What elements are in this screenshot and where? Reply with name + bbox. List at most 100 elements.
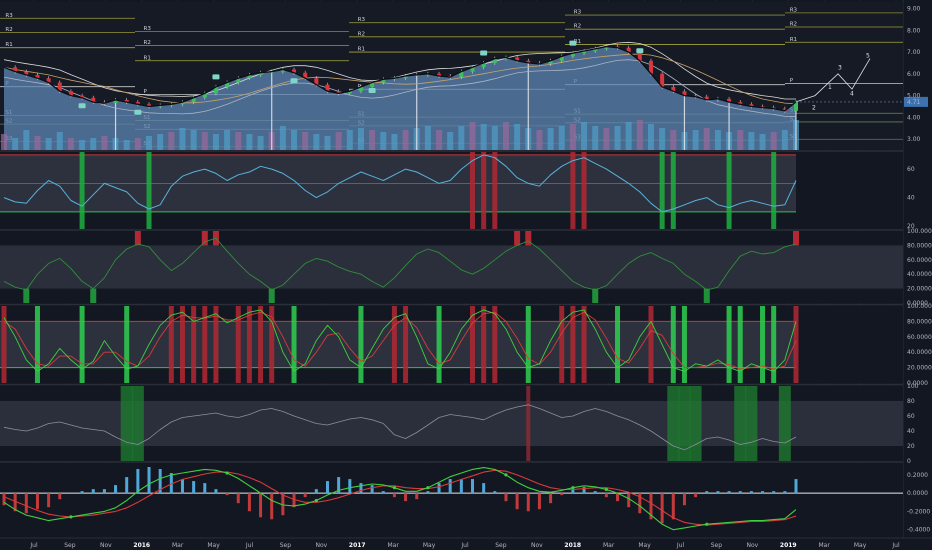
smoothed-rsi-oversold-zone: [734, 386, 747, 461]
signal-bar: [168, 306, 174, 383]
volume-bar: [759, 134, 766, 150]
macd-histogram-bar: [571, 489, 575, 494]
volume-bar: [313, 134, 320, 150]
macd-cross-marker: [426, 486, 430, 490]
candle-body: [492, 58, 497, 63]
candle-body: [637, 52, 642, 61]
pivot-level-label: R2: [358, 31, 365, 37]
macd-pane[interactable]: [0, 463, 903, 537]
candle-body: [548, 60, 553, 65]
signal-bar: [1, 306, 7, 383]
volume-bar: [592, 126, 599, 150]
volume-bar: [547, 128, 554, 150]
price-scale[interactable]: 4.719.008.007.006.005.004.003.0060402010…: [904, 6, 932, 534]
stochastic-tick-label: 100.0000: [907, 303, 932, 310]
candle-body: [403, 76, 408, 79]
smoothed-rsi-oversold-zone: [120, 386, 133, 461]
current-price-label: 4.71: [907, 99, 921, 106]
time-scale[interactable]: Jul Sep Nov 2016 Mar May Jul Sep Nov 2017 Mar May Ju…: [29, 542, 900, 549]
signal-bar: [436, 306, 442, 383]
pivot-level-label: R2: [5, 27, 12, 33]
pivot-level-label: R2: [790, 22, 797, 28]
smoothed-rsi-tick-label: 0: [907, 458, 911, 465]
rsi-pane[interactable]: [0, 152, 903, 229]
signal-bar: [291, 306, 297, 383]
macd-histogram-bar: [593, 491, 597, 494]
mfi-tick-label: 80.0000: [907, 242, 932, 249]
macd-histogram-bar: [192, 481, 196, 494]
macd-histogram-bar: [2, 493, 6, 506]
volume-bar: [670, 130, 677, 150]
volume-bar: [491, 126, 498, 150]
signal-bar: [726, 152, 732, 229]
pattern-marker: [78, 103, 86, 109]
upper-band-line: [3, 41, 796, 100]
macd-histogram-bar: [292, 493, 296, 508]
rsi-line: [3, 154, 797, 213]
smoothed-rsi-tick-label: 20: [907, 443, 915, 450]
time-axis-label: Nov: [315, 542, 327, 549]
time-axis-label: May: [638, 542, 651, 549]
volume-bar: [235, 132, 242, 150]
signal-bar: [269, 306, 275, 383]
macd-histogram-bar: [370, 485, 374, 494]
money-flow-index-pane[interactable]: [0, 231, 903, 303]
macd-histogram-bar: [582, 487, 586, 494]
volume-bar: [614, 126, 621, 150]
time-axis-label: Jul: [676, 542, 685, 549]
macd-histogram-bar: [426, 491, 430, 494]
stochastic-k-line: [3, 309, 797, 372]
candle-body: [682, 91, 687, 96]
mfi-oversold-block: [268, 288, 275, 303]
mfi-pane-background: [0, 231, 903, 303]
signal-bar: [570, 152, 576, 229]
candle-body: [91, 97, 96, 103]
macd-histogram-bar: [604, 493, 608, 498]
volume-bar: [12, 138, 19, 150]
macd-histogram-bar: [482, 483, 486, 494]
signal-bar: [34, 306, 40, 383]
signal-bar: [670, 152, 676, 229]
candle-body: [782, 108, 787, 111]
volume-bar: [45, 138, 52, 150]
volume-bar: [246, 134, 253, 150]
smoothed-rsi-tick-label: 60: [907, 413, 915, 420]
candle-body: [191, 97, 196, 103]
stochastic-pane[interactable]: [0, 306, 903, 383]
volume-bar: [536, 130, 543, 150]
signal-bar: [670, 306, 676, 383]
candle-body: [749, 104, 754, 107]
price-tick-label: 9.00: [907, 6, 921, 13]
macd-histogram-bar: [169, 473, 173, 494]
signal-bar: [79, 152, 85, 229]
volume-bar: [90, 138, 97, 150]
macd-histogram-bar: [459, 479, 463, 494]
pivot-level-label: R3: [144, 26, 152, 32]
smoothed-rsi-line: [3, 404, 797, 451]
volume-bar: [357, 128, 364, 150]
mfi-tick-label: 0.0000: [907, 300, 928, 307]
candle-body: [213, 86, 218, 94]
time-axis-label: May: [207, 542, 220, 549]
macd-histogram-bar: [114, 485, 118, 494]
price-pane[interactable]: R3R2R1PS1S2S3R3R2R1PS1S2S3R3R2R1PS1S2S3R…: [0, 2, 903, 150]
candle-body: [738, 102, 743, 105]
macd-histogram-bar: [671, 493, 675, 520]
pivot-level-label: R2: [574, 24, 581, 30]
volume-bar: [569, 124, 576, 150]
candle-body: [794, 101, 798, 111]
volume-bar: [369, 130, 376, 150]
pivot-level-label: R3: [358, 17, 366, 23]
macd-histogram-bar: [515, 493, 519, 510]
price-tick-label: 6.00: [907, 71, 921, 78]
macd-histogram-bar: [158, 469, 162, 494]
signal-bar: [492, 152, 498, 229]
time-axis-label: Jul: [891, 542, 900, 549]
stochastic-d-line: [3, 311, 797, 370]
macd-histogram-bar: [716, 491, 720, 494]
smoothed-rsi-pane[interactable]: [0, 386, 903, 461]
macd-histogram-bar: [203, 483, 207, 494]
signal-bar: [79, 306, 85, 383]
smoothed-rsi-tick-label: 80: [907, 398, 915, 405]
